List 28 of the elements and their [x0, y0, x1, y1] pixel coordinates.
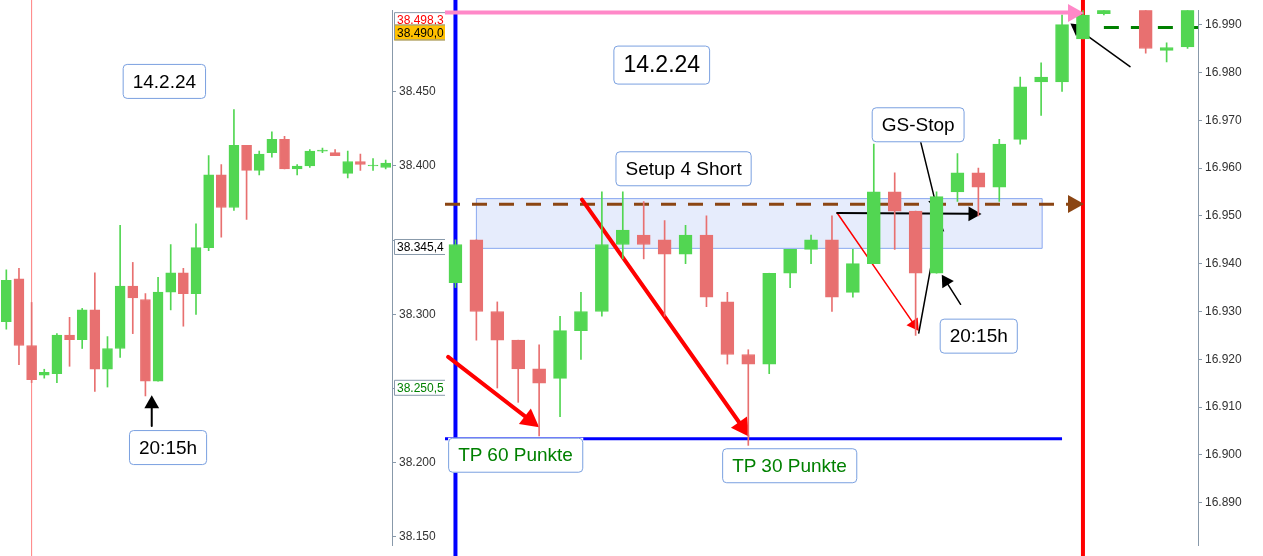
text: 38.250,5	[397, 381, 445, 396]
text: 38.490,0	[397, 25, 445, 40]
y-tick-label: 16.960	[1205, 160, 1243, 175]
text: 38.345,4	[397, 240, 445, 255]
y-tick-label: 38.150	[399, 529, 437, 544]
y-tick-label: 38.450	[399, 84, 437, 99]
y-tick-label: 16.890	[1205, 495, 1243, 510]
y-tick-label: 16.990	[1205, 16, 1243, 31]
y-tick-label: 16.900	[1205, 447, 1243, 462]
y-tick-label: 38.200	[399, 455, 437, 470]
annotation: TP 30 Punkte	[732, 454, 847, 476]
y-tick-label: 16.940	[1205, 255, 1243, 270]
annotation: TP 60 Punkte	[458, 444, 573, 466]
text: 38.498,3	[397, 13, 445, 28]
y-tick-label: 38.400	[399, 158, 437, 173]
annotation: GS-Stop	[881, 114, 955, 136]
annotation: 20:15h	[138, 436, 198, 458]
y-tick-label: 16.970	[1205, 112, 1243, 127]
annotation: 20:15h	[949, 325, 1008, 347]
y-tick-label: 16.920	[1205, 351, 1243, 366]
y-tick-label: 16.950	[1205, 208, 1243, 223]
annotation: Setup 4 Short	[625, 158, 743, 180]
annotation: 14.2.24	[623, 51, 701, 78]
y-tick-label: 38.300	[399, 306, 437, 321]
y-tick-label: 16.980	[1205, 64, 1243, 79]
annotation: 14.2.24	[132, 70, 197, 92]
y-tick-label: 16.930	[1205, 303, 1243, 318]
y-tick-label: 16.910	[1205, 399, 1243, 414]
